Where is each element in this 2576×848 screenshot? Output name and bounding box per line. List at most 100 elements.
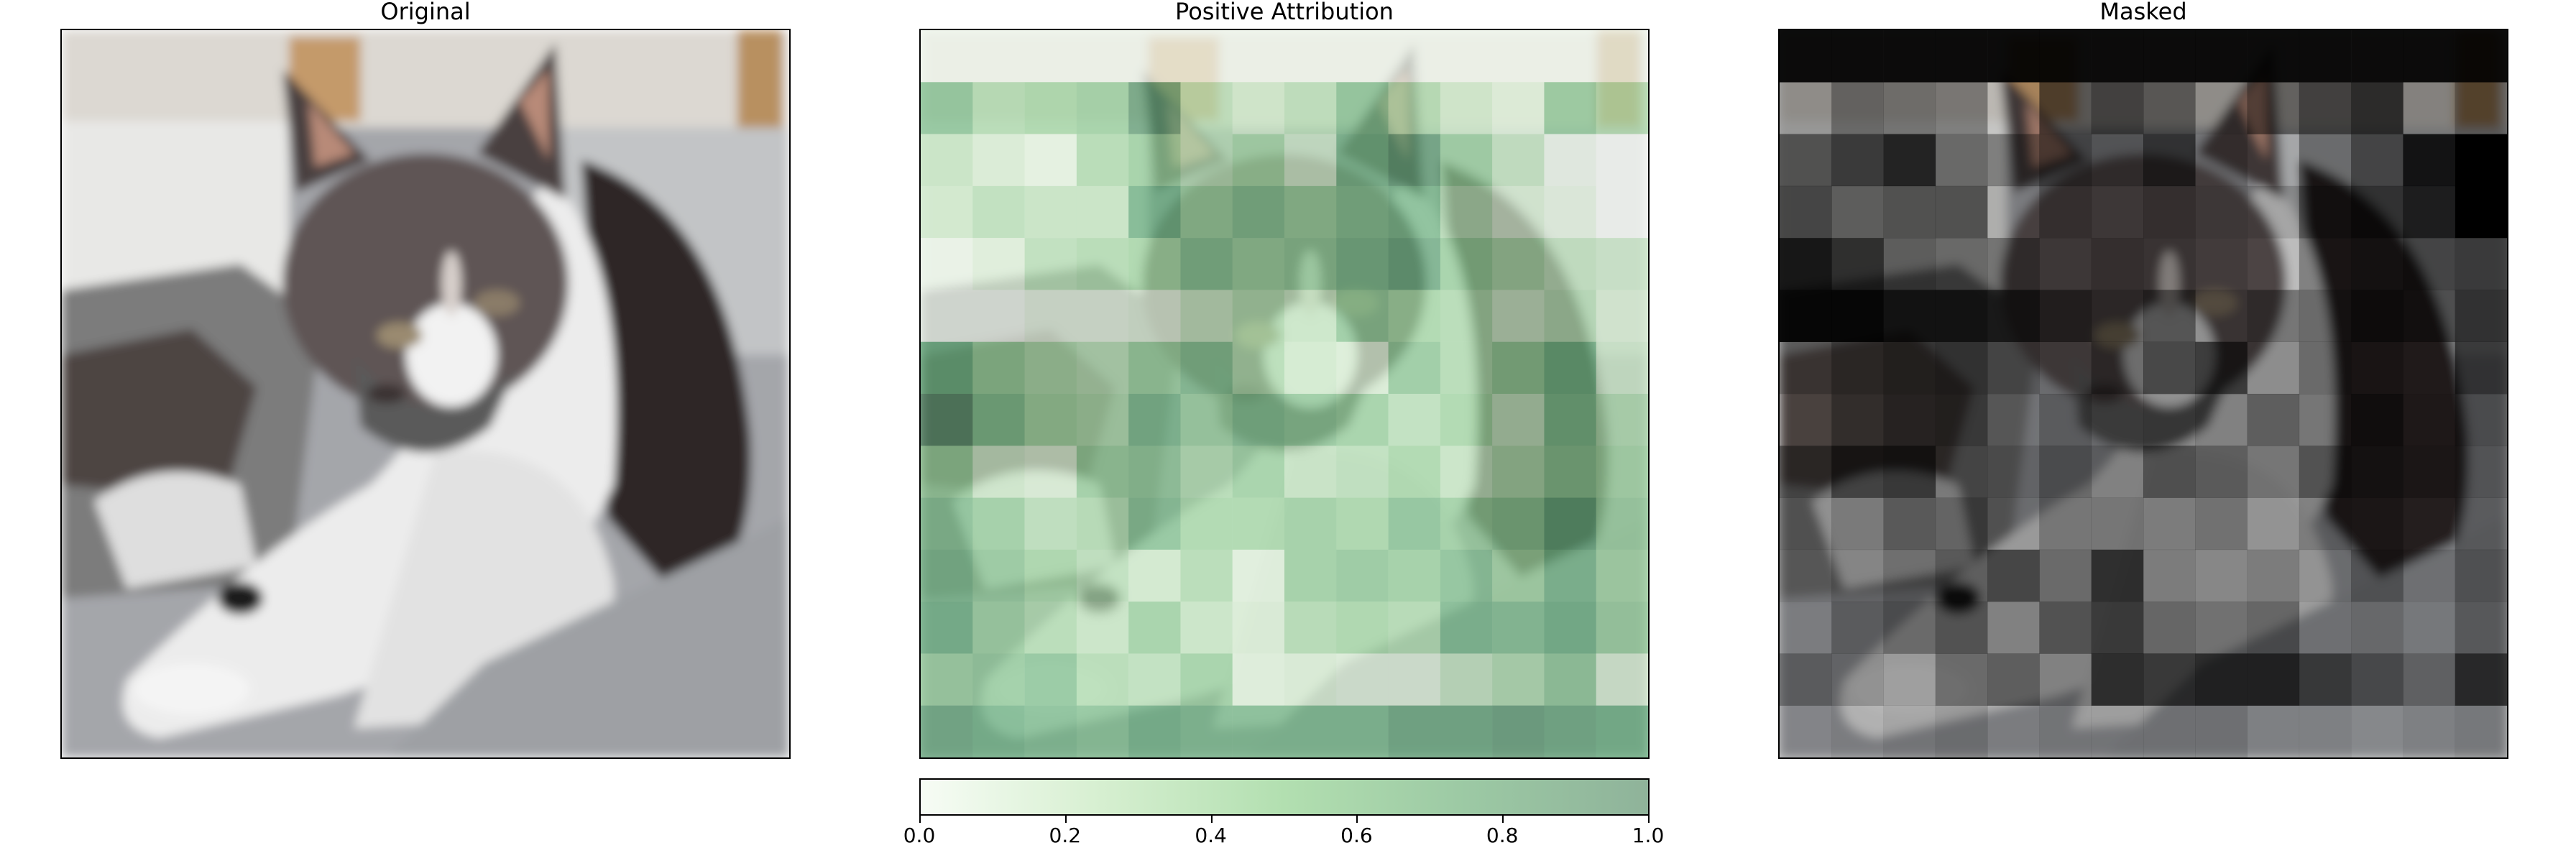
heatmap-cell	[1180, 394, 1233, 446]
heatmap-cell	[1596, 602, 1648, 654]
mask-cell	[2351, 497, 2404, 550]
mask-cell	[1831, 82, 1884, 134]
heatmap-cell	[1492, 185, 1545, 239]
heatmap-cell	[1440, 705, 1493, 757]
colorbar-tick	[1356, 816, 1358, 823]
mask-cell	[1935, 705, 1988, 757]
mask-cell	[2143, 30, 2196, 83]
heatmap-cell	[1284, 134, 1337, 187]
mask-cell	[1987, 341, 2040, 395]
heatmap-cell	[1180, 238, 1233, 290]
heatmap-cell	[1284, 238, 1337, 290]
heatmap-cell	[1232, 705, 1285, 757]
mask-cell	[1987, 82, 2040, 134]
heatmap-cell	[1544, 497, 1596, 550]
heatmap-cell	[921, 549, 973, 602]
mask-cell	[2351, 30, 2404, 83]
mask-cell	[2299, 30, 2352, 83]
mask-cell	[2143, 341, 2196, 395]
heatmap-cell	[1492, 238, 1545, 290]
heatmap-cell	[1440, 341, 1493, 395]
mask-cell	[2195, 549, 2248, 602]
mask-cell	[2247, 497, 2300, 550]
mask-cell	[1780, 653, 1832, 706]
heatmap-cell	[1336, 446, 1389, 498]
mask-cell	[1780, 341, 1832, 395]
mask-cell	[2403, 238, 2455, 290]
heatmap-cell	[1180, 549, 1233, 602]
heatmap-cell	[921, 705, 973, 757]
heatmap-cell	[1336, 602, 1389, 654]
heatmap-cell	[1596, 290, 1648, 342]
mask-cell	[2195, 705, 2248, 757]
mask-cell	[1883, 238, 1936, 290]
heatmap-cell	[1388, 238, 1441, 290]
heatmap-cell	[1128, 341, 1181, 395]
heatmap-cell	[1024, 30, 1077, 83]
heatmap-cell	[1440, 290, 1493, 342]
colorbar-tick-label: 0.0	[903, 824, 936, 847]
mask-cell	[2351, 549, 2404, 602]
colorbar-tick	[1064, 816, 1067, 823]
heatmap-cell	[1492, 549, 1545, 602]
heatmap-cell	[972, 82, 1025, 134]
heatmap-cell	[921, 30, 973, 83]
colorbar-tick-label: 0.4	[1195, 824, 1227, 847]
mask-cell	[2247, 290, 2300, 342]
mask-cell	[1987, 290, 2040, 342]
heatmap-cell	[1076, 549, 1129, 602]
heatmap-cell	[1596, 705, 1648, 757]
heatmap-cell	[1492, 341, 1545, 395]
mask-cell	[2403, 185, 2455, 239]
mask-cell	[1780, 185, 1832, 239]
heatmap-cell	[1180, 134, 1233, 187]
mask-cell	[2143, 82, 2196, 134]
mask-cell	[1987, 30, 2040, 83]
mask-cell	[1831, 30, 1884, 83]
heatmap-cell	[1596, 30, 1648, 83]
mask-cell	[2351, 705, 2404, 757]
mask-cell	[1831, 602, 1884, 654]
mask-cell	[2299, 446, 2352, 498]
mask-cell	[2455, 394, 2507, 446]
mask-cell	[1780, 30, 1832, 83]
heatmap-cell	[1492, 497, 1545, 550]
heatmap-cell	[1232, 238, 1285, 290]
heatmap-cell	[921, 497, 973, 550]
heatmap-cell	[921, 238, 973, 290]
heatmap-cell	[1596, 549, 1648, 602]
heatmap-cell	[1024, 446, 1077, 498]
heatmap-cell	[1076, 705, 1129, 757]
mask-cell	[2299, 341, 2352, 395]
colorbar-tick-label: 0.8	[1486, 824, 1519, 847]
mask-cell	[2247, 549, 2300, 602]
heatmap-cell	[1388, 82, 1441, 134]
mask-cell	[2247, 341, 2300, 395]
mask-cell	[2195, 653, 2248, 706]
mask-cell	[2455, 341, 2507, 395]
heatmap-cell	[1596, 82, 1648, 134]
mask-cell	[2143, 497, 2196, 550]
heatmap-cell	[921, 602, 973, 654]
heatmap-cell	[1336, 549, 1389, 602]
heatmap-cell	[1336, 185, 1389, 239]
mask-cell	[2299, 82, 2352, 134]
heatmap-cell	[1492, 602, 1545, 654]
original-image-panel	[60, 29, 791, 759]
heatmap-cell	[1596, 185, 1648, 239]
attribution-overlay-panel	[919, 29, 1650, 759]
mask-cell	[2039, 705, 2092, 757]
mask-cell	[2351, 238, 2404, 290]
mask-cell	[2351, 602, 2404, 654]
heatmap-cell	[1544, 238, 1596, 290]
heatmap-cell	[1544, 705, 1596, 757]
mask-cell	[2351, 82, 2404, 134]
heatmap-cell	[1180, 290, 1233, 342]
heatmap-cell	[1128, 602, 1181, 654]
heatmap-cell	[1180, 653, 1233, 706]
heatmap-cell	[1024, 549, 1077, 602]
mask-cell	[2299, 497, 2352, 550]
mask-cell	[1831, 705, 1884, 757]
mask-cell	[2403, 134, 2455, 187]
mask-cell	[2247, 705, 2300, 757]
